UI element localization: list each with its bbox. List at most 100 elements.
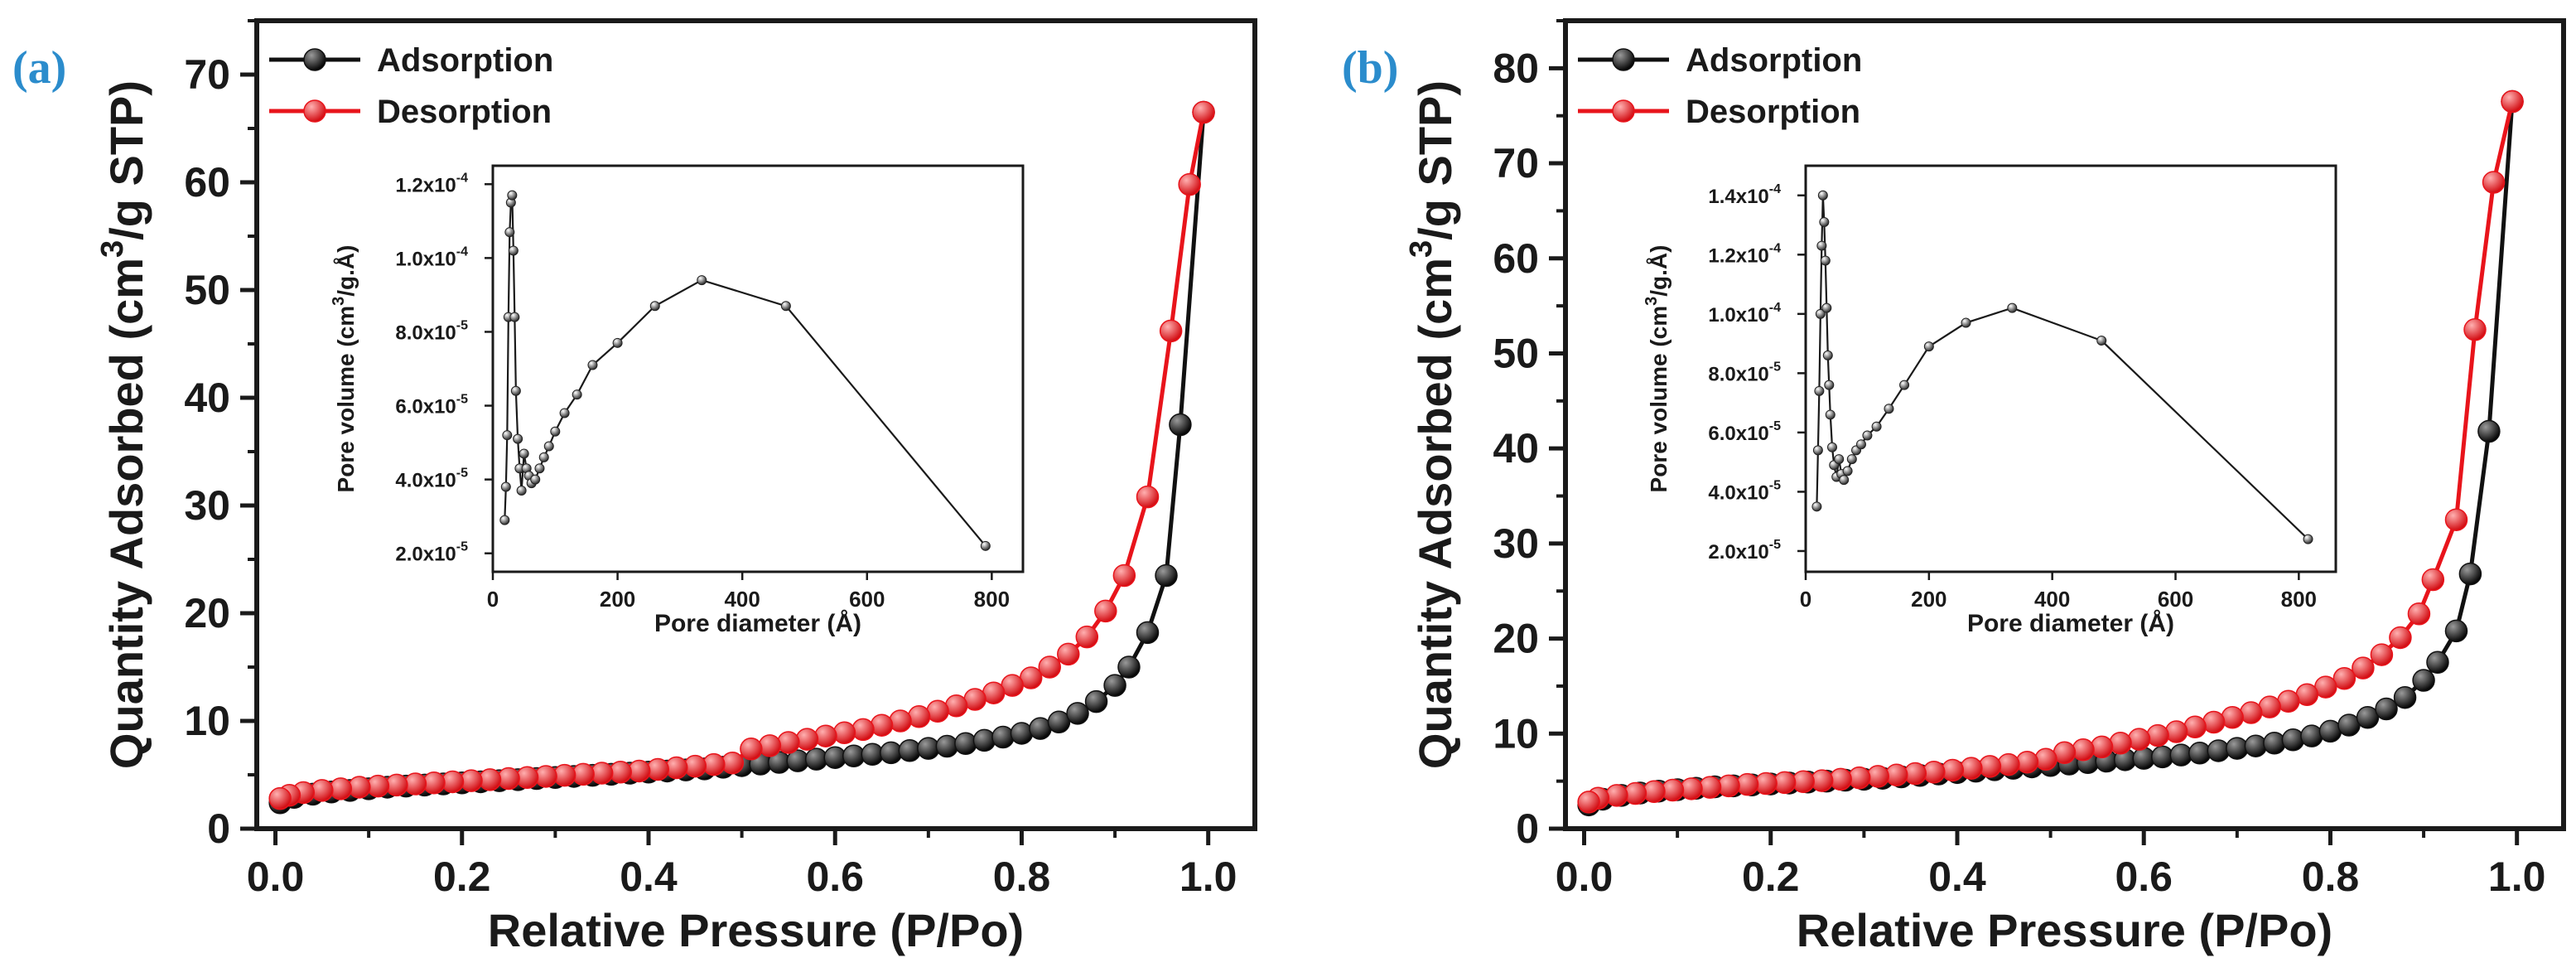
inset-y-tick-exp: -4 xyxy=(1769,241,1781,255)
inset-data-point xyxy=(2007,302,2018,313)
inset-y-tick-base: 1.2x10 xyxy=(395,174,456,196)
inset-y-axis-title-part: /g.Å) xyxy=(333,245,359,297)
inset-data-point xyxy=(1899,380,1910,390)
inset-data-point xyxy=(1846,454,1857,465)
data-point xyxy=(2239,701,2263,724)
data-point xyxy=(814,724,837,747)
inset-y-tick-exp: -5 xyxy=(456,467,468,481)
inset-data-point xyxy=(1839,475,1850,486)
inset-y-tick-label: 8.0x10-5 xyxy=(395,318,468,344)
inset-data-point xyxy=(1821,302,1832,313)
panel-a: (a)0.0 0.2 0.4 0.6 0.8 1.0010203040506070Rela… xyxy=(12,18,1257,956)
y-tick-label: 50 xyxy=(1493,330,1539,376)
inset-data-point xyxy=(1814,385,1825,396)
y-tick-label: 70 xyxy=(184,51,230,98)
inset-data-point xyxy=(612,337,623,348)
inset-y-axis-title-sup: 3 xyxy=(1643,297,1661,306)
inset-y-axis-title: Pore volume (cm3/g.Å) xyxy=(330,245,359,493)
panel-label: (b) xyxy=(1342,42,1398,94)
inset-y-tick-base: 8.0x10 xyxy=(1708,363,1768,385)
x-axis-title: Relative Pressure (P/Po) xyxy=(1797,904,2332,956)
inset-data-point xyxy=(516,486,527,496)
inset-chart: 0 200 400 600 8002.0x10-54.0x10-56.0x10-58.0… xyxy=(1643,164,2337,637)
inset-data-point xyxy=(1884,404,1894,414)
legend-label: Adsorption xyxy=(377,42,553,79)
inset-y-tick-exp: -5 xyxy=(1769,538,1781,552)
x-tick-label: 0.0 xyxy=(247,854,305,900)
inset-data-point xyxy=(697,275,707,286)
inset-data-point xyxy=(509,312,520,322)
data-point xyxy=(1066,702,1089,725)
y-tick-label: 60 xyxy=(184,159,230,206)
inset-data-point xyxy=(980,540,991,551)
inset-y-axis-title-sup: 3 xyxy=(330,297,348,306)
inset-data-point xyxy=(1855,439,1866,450)
inset-data-point xyxy=(1816,240,1827,251)
series-desorption xyxy=(268,100,1215,810)
inset-y-tick-label: 1.2x10-4 xyxy=(395,171,468,196)
data-point xyxy=(1103,674,1126,697)
inset-y-tick-label: 1.4x10-4 xyxy=(1708,182,1781,208)
data-point xyxy=(740,738,763,761)
legend-marker xyxy=(1612,48,1635,71)
data-point xyxy=(1084,689,1108,713)
data-point xyxy=(2393,685,2417,709)
data-point xyxy=(2090,735,2114,759)
data-point xyxy=(1057,642,1080,666)
legend-marker xyxy=(303,48,326,71)
legend-label: Desorption xyxy=(1686,94,1860,130)
data-point xyxy=(2477,419,2501,443)
y-tick-label: 40 xyxy=(1493,425,1539,472)
data-point xyxy=(2164,720,2188,743)
inset-data-point xyxy=(550,426,561,437)
inset-data-point xyxy=(510,385,521,396)
inset-y-tick-label: 4.0x10-5 xyxy=(395,467,468,492)
inset-y-tick-exp: -4 xyxy=(1769,182,1781,196)
data-point xyxy=(1577,791,1600,814)
inset-y-tick-exp: -4 xyxy=(1769,301,1781,315)
y-axis-title-part: Quantity Adsorbed (cm xyxy=(1409,258,1461,769)
legend-label: Adsorption xyxy=(1686,42,1862,79)
panel-label: (a) xyxy=(12,42,66,94)
inset-y-tick-label: 6.0x10-5 xyxy=(395,393,468,418)
y-axis-title-part: Quantity Adsorbed (cm xyxy=(100,258,152,769)
x-tick-label: 0.0 xyxy=(1556,854,1614,900)
y-tick-label: 0 xyxy=(207,805,230,852)
data-point xyxy=(1038,655,1061,679)
inset-y-axis-title-part: Pore volume (cm xyxy=(333,306,359,493)
inset-data-point xyxy=(649,301,660,312)
y-axis-title-sup: 3 xyxy=(1404,240,1439,258)
inset-y-tick-label: 1.2x10-4 xyxy=(1708,241,1781,267)
data-point xyxy=(2444,508,2468,531)
data-point xyxy=(1159,319,1183,343)
inset-y-tick-exp: -5 xyxy=(456,540,468,554)
inset-y-tick-base: 4.0x10 xyxy=(395,470,456,492)
inset-data-point xyxy=(1812,445,1823,456)
data-point xyxy=(1047,710,1071,734)
inset-data-point xyxy=(2096,336,2107,346)
panel-b: (b)0.0 0.2 0.4 0.6 0.8 1.001020304050607080Re… xyxy=(1342,18,2566,956)
inset-data-point xyxy=(530,474,541,485)
inset-y-axis-title: Pore volume (cm3/g.Å) xyxy=(1643,245,1672,493)
data-point xyxy=(2458,562,2482,586)
inset-y-tick-base: 1.0x10 xyxy=(1708,304,1768,326)
y-tick-label: 30 xyxy=(1493,520,1539,567)
inset-data-point xyxy=(1825,409,1836,420)
data-point xyxy=(2389,626,2412,650)
inset-y-tick-exp: -5 xyxy=(456,393,468,407)
data-point xyxy=(2407,602,2431,626)
plot-frame xyxy=(254,18,1257,831)
inset-data-point xyxy=(1961,317,1971,328)
inset-y-tick-label: 4.0x10-5 xyxy=(1708,478,1781,504)
data-point xyxy=(1169,413,1192,437)
inset-y-tick-label: 8.0x10-5 xyxy=(1708,360,1781,385)
inset-x-axis-title: Pore diameter (Å) xyxy=(654,610,861,637)
inset-data-point xyxy=(1827,442,1837,452)
data-point xyxy=(2412,669,2435,692)
inset-chart: 0 200 400 600 8002.0x10-54.0x10-56.0x10-58.0… xyxy=(330,164,1025,637)
inset-x-tick-label: 0 xyxy=(487,587,499,612)
data-point xyxy=(2501,89,2524,114)
data-point xyxy=(1178,172,1201,196)
inset-y-tick-exp: -5 xyxy=(456,318,468,332)
data-point xyxy=(1112,563,1136,588)
